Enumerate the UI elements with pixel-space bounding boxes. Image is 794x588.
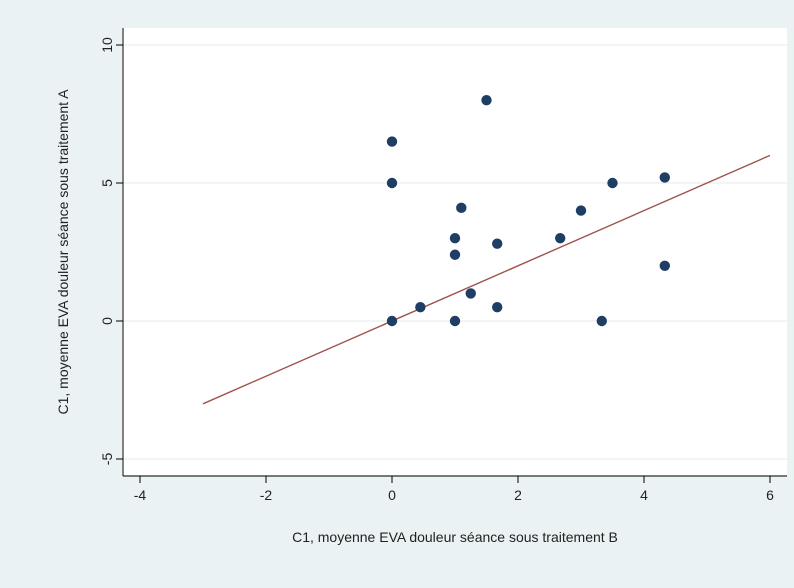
y-tick-label-0: -5 [99,453,115,466]
x-tick-label-4: 4 [640,487,648,503]
scatter-point-1 [386,177,398,189]
x-tick-label-2: 0 [388,487,396,503]
y-tick-label-1: 0 [99,317,115,325]
scatter-point-5 [449,249,461,260]
scatter-point-8 [465,288,476,299]
scatter-point-12 [555,233,566,244]
y-axis-label: C1, moyenne EVA douleur séance sous trai… [55,89,71,415]
scatter-point-9 [481,95,492,106]
scatter-point-16 [659,172,670,183]
x-tick-label-1: -2 [260,487,273,503]
x-tick-label-3: 2 [514,487,522,503]
y-tick-label-2: 5 [99,179,115,187]
scatter-point-14 [596,315,607,327]
scatter-point-6 [449,315,461,327]
scatter-point-13 [575,205,587,216]
y-tick-label-3: 10 [99,37,115,53]
reference-line [202,154,771,405]
scatter-point-0 [386,136,398,147]
scatter-point-15 [607,177,618,189]
scatter-point-11 [492,302,503,313]
x-axis-label: C1, moyenne EVA douleur séance sous trai… [292,529,618,545]
scatter-point-7 [456,202,467,214]
scatter-point-3 [415,302,426,313]
scatter-point-2 [386,315,398,327]
scatter-point-17 [659,260,670,271]
x-tick-label-0: -4 [134,487,147,503]
scatter-point-10 [492,238,503,249]
x-tick-label-5: 6 [766,487,774,503]
scatter-point-4 [449,233,461,244]
